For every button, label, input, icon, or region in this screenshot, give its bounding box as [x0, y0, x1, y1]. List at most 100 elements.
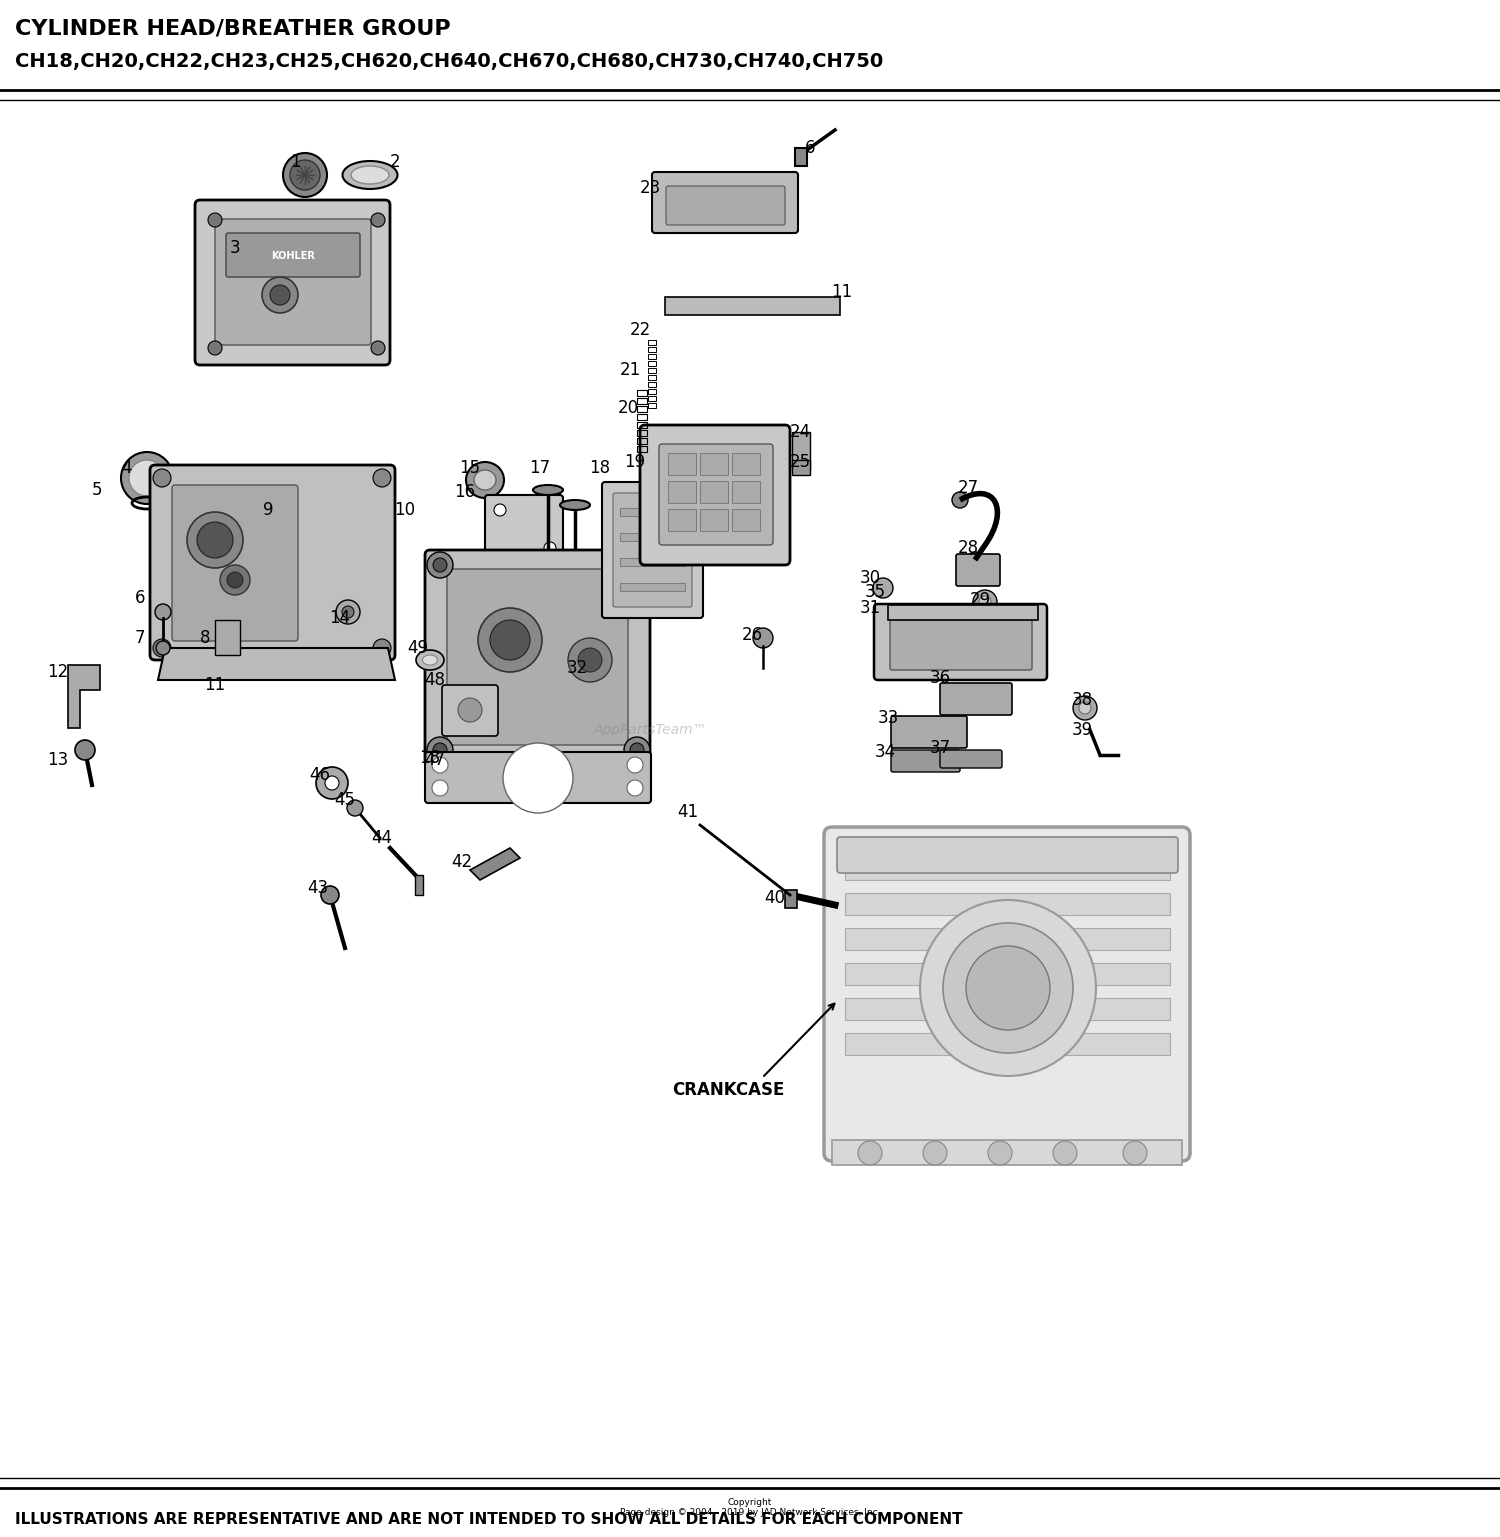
- Circle shape: [503, 742, 573, 813]
- Text: 13: 13: [48, 752, 69, 768]
- Circle shape: [433, 558, 447, 572]
- Circle shape: [427, 738, 453, 762]
- FancyBboxPatch shape: [195, 200, 390, 364]
- Circle shape: [433, 742, 447, 758]
- Circle shape: [1072, 696, 1096, 719]
- Circle shape: [432, 758, 448, 773]
- Text: 44: 44: [372, 828, 393, 847]
- Text: 26: 26: [741, 626, 762, 644]
- Bar: [648, 375, 656, 380]
- Bar: [648, 354, 656, 360]
- Circle shape: [627, 779, 644, 796]
- FancyBboxPatch shape: [940, 750, 1002, 768]
- Circle shape: [153, 639, 171, 656]
- Bar: [648, 389, 656, 393]
- Circle shape: [432, 779, 448, 796]
- Ellipse shape: [342, 161, 398, 189]
- Text: 31: 31: [859, 599, 880, 616]
- Bar: [844, 893, 1170, 915]
- Bar: [648, 403, 656, 407]
- Polygon shape: [158, 649, 395, 679]
- Text: 19: 19: [624, 453, 645, 470]
- Text: 14: 14: [330, 609, 351, 627]
- Text: 21: 21: [620, 361, 640, 380]
- Ellipse shape: [416, 650, 444, 670]
- Text: 11: 11: [831, 283, 852, 301]
- Bar: [844, 928, 1170, 950]
- Text: 33: 33: [878, 709, 898, 727]
- Bar: [784, 890, 796, 908]
- Ellipse shape: [351, 166, 388, 184]
- Bar: [792, 460, 810, 475]
- FancyBboxPatch shape: [424, 550, 650, 765]
- Bar: [620, 509, 686, 516]
- FancyBboxPatch shape: [214, 218, 370, 344]
- Circle shape: [226, 572, 243, 589]
- FancyBboxPatch shape: [874, 604, 1047, 679]
- Circle shape: [922, 1140, 946, 1165]
- Text: 7: 7: [135, 629, 146, 647]
- Text: 4: 4: [122, 460, 132, 476]
- Bar: [668, 509, 696, 530]
- Text: 35: 35: [864, 583, 885, 601]
- FancyBboxPatch shape: [891, 716, 968, 749]
- Circle shape: [370, 214, 386, 227]
- Circle shape: [624, 552, 650, 578]
- Circle shape: [627, 758, 644, 773]
- FancyBboxPatch shape: [484, 495, 562, 559]
- Circle shape: [630, 742, 644, 758]
- Circle shape: [578, 649, 602, 672]
- Circle shape: [1124, 1140, 1148, 1165]
- Circle shape: [873, 578, 892, 598]
- Bar: [638, 390, 646, 397]
- Circle shape: [122, 452, 172, 504]
- Text: 43: 43: [308, 879, 328, 898]
- Text: 6: 6: [135, 589, 146, 607]
- Circle shape: [968, 552, 982, 569]
- Bar: [888, 606, 1038, 619]
- Polygon shape: [470, 848, 520, 881]
- Circle shape: [952, 492, 968, 509]
- Text: 10: 10: [394, 501, 416, 520]
- Text: Copyright
Page design © 2004 - 2019 by JAD Network Services, Inc.: Copyright Page design © 2004 - 2019 by J…: [620, 1499, 880, 1517]
- Text: 47: 47: [424, 752, 445, 768]
- FancyBboxPatch shape: [226, 234, 360, 277]
- Circle shape: [129, 460, 165, 496]
- Bar: [620, 533, 686, 541]
- Bar: [638, 438, 646, 444]
- Text: 49: 49: [408, 639, 429, 656]
- Circle shape: [154, 604, 171, 619]
- Text: 18: 18: [590, 460, 610, 476]
- Text: 22: 22: [630, 321, 651, 340]
- Circle shape: [316, 767, 348, 799]
- Text: 27: 27: [957, 480, 978, 496]
- Bar: [700, 509, 727, 530]
- Ellipse shape: [560, 500, 590, 510]
- FancyBboxPatch shape: [640, 426, 790, 566]
- Circle shape: [478, 609, 542, 672]
- Bar: [668, 453, 696, 475]
- Text: 38: 38: [1071, 692, 1092, 709]
- Text: ILLUSTRATIONS ARE REPRESENTATIVE AND ARE NOT INTENDED TO SHOW ALL DETAILS FOR EA: ILLUSTRATIONS ARE REPRESENTATIVE AND ARE…: [15, 1512, 963, 1526]
- Text: 29: 29: [969, 592, 990, 609]
- Text: 18: 18: [420, 749, 441, 767]
- Bar: [732, 481, 760, 503]
- Bar: [638, 423, 646, 427]
- Circle shape: [346, 799, 363, 816]
- Ellipse shape: [532, 486, 562, 495]
- Text: 12: 12: [48, 662, 69, 681]
- Bar: [833, 1140, 1182, 1165]
- Circle shape: [321, 885, 339, 904]
- Text: 24: 24: [789, 423, 810, 441]
- Circle shape: [342, 606, 354, 618]
- Circle shape: [374, 639, 392, 656]
- FancyBboxPatch shape: [666, 186, 784, 224]
- Text: AppPartsTeam™: AppPartsTeam™: [592, 722, 706, 738]
- Circle shape: [988, 1140, 1012, 1165]
- Circle shape: [858, 1140, 882, 1165]
- Ellipse shape: [474, 470, 496, 490]
- Circle shape: [196, 523, 232, 558]
- Bar: [620, 558, 686, 566]
- Ellipse shape: [566, 659, 584, 666]
- Bar: [792, 432, 810, 470]
